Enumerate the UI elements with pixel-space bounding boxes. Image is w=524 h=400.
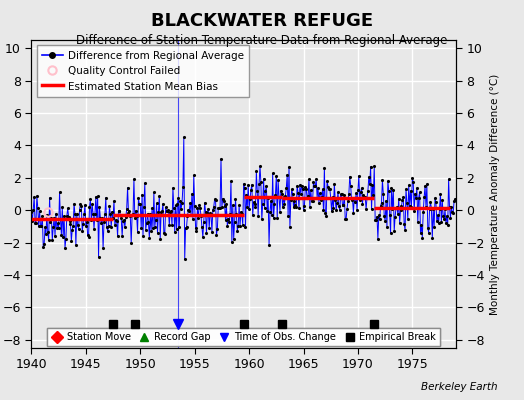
Legend: Station Move, Record Gap, Time of Obs. Change, Empirical Break: Station Move, Record Gap, Time of Obs. C… xyxy=(47,328,440,346)
Text: Difference of Station Temperature Data from Regional Average: Difference of Station Temperature Data f… xyxy=(77,34,447,47)
Text: Berkeley Earth: Berkeley Earth xyxy=(421,382,498,392)
Text: BLACKWATER REFUGE: BLACKWATER REFUGE xyxy=(151,12,373,30)
Y-axis label: Monthly Temperature Anomaly Difference (°C): Monthly Temperature Anomaly Difference (… xyxy=(490,73,500,315)
